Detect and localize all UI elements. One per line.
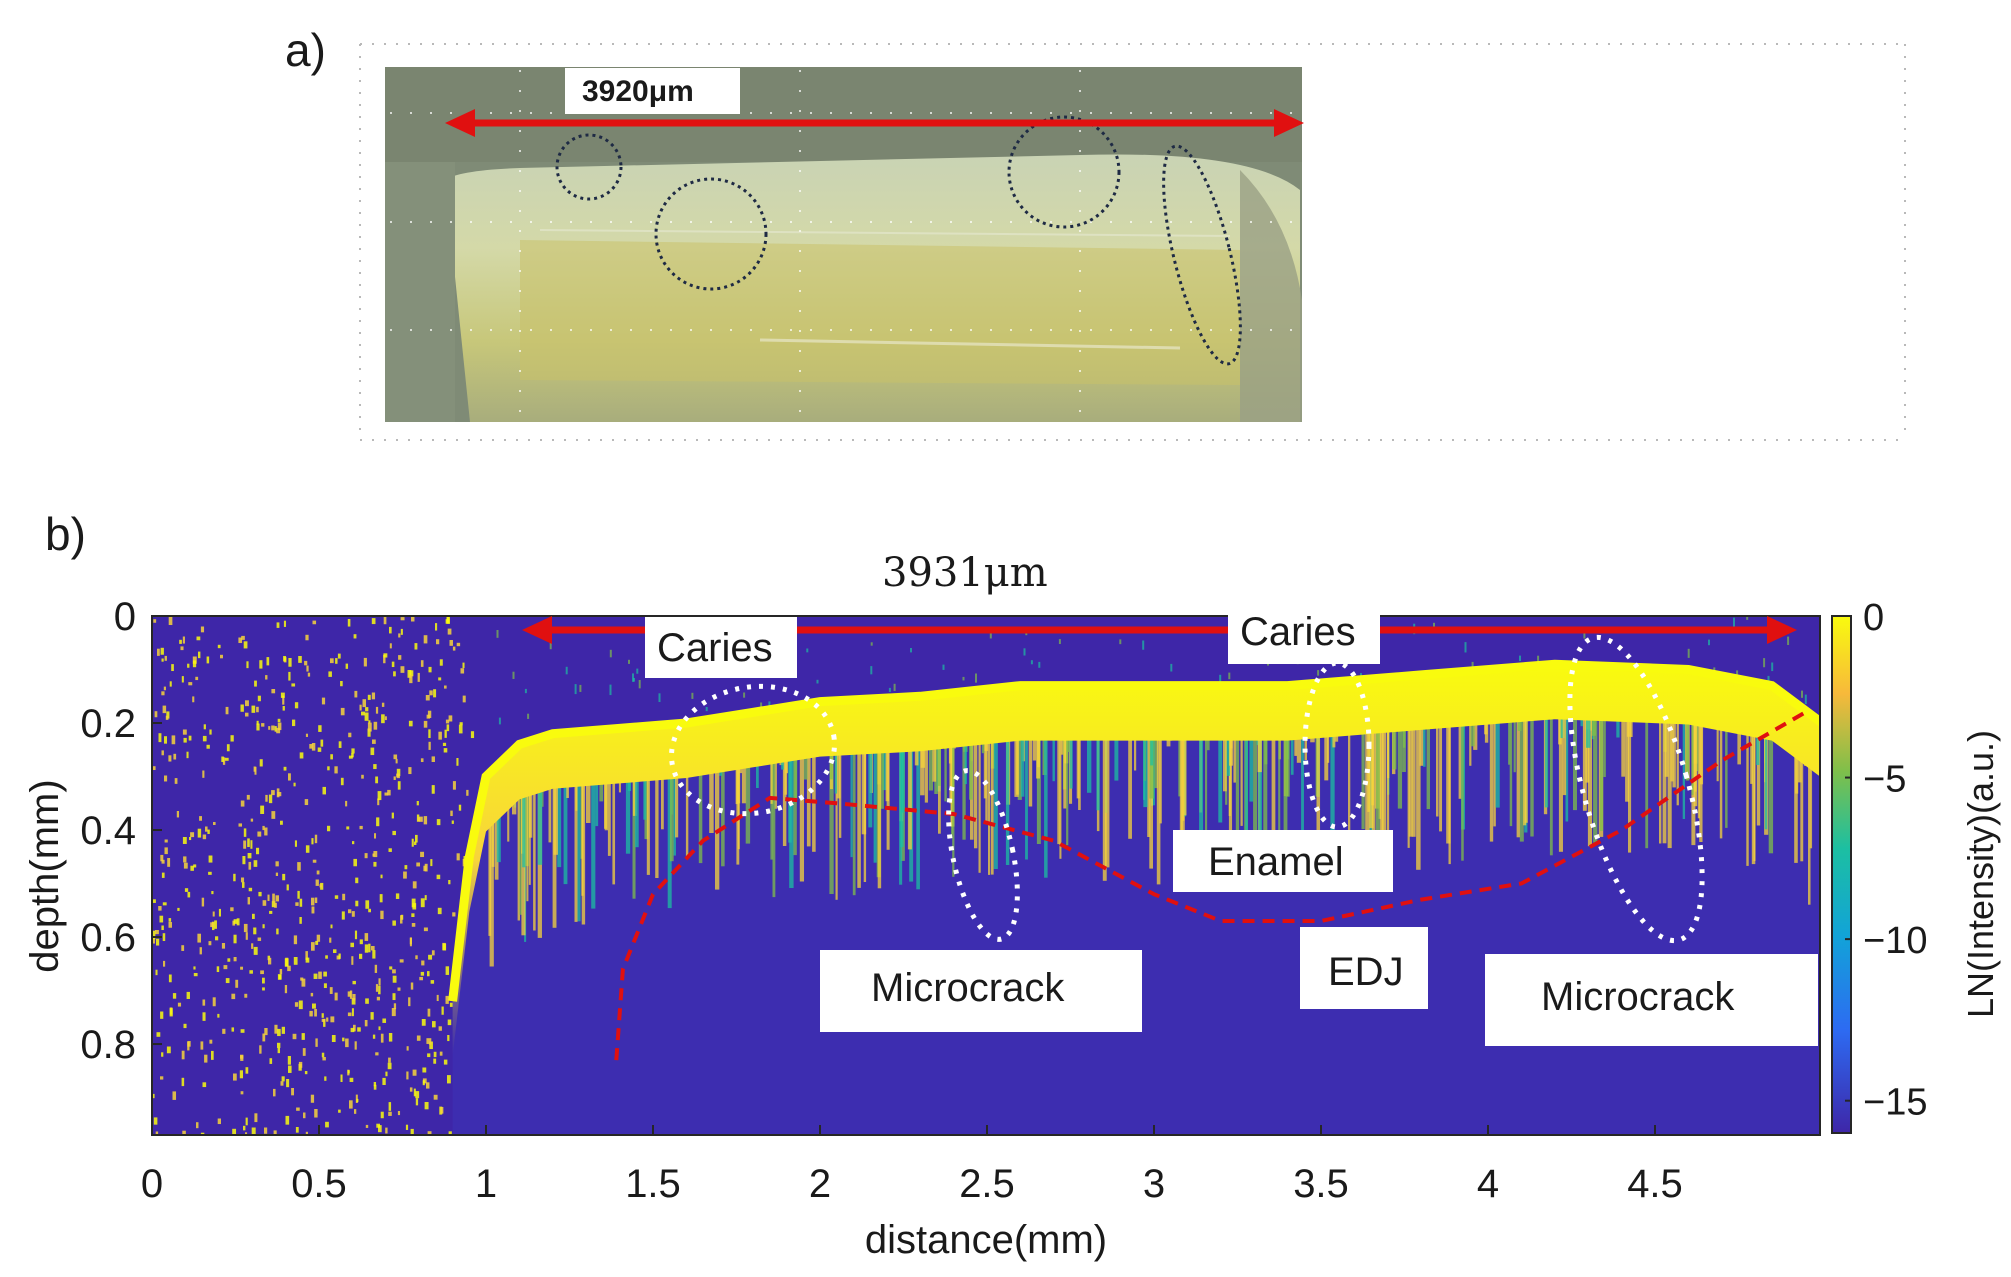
enamel-surface-line [448, 659, 1820, 1002]
annotation-caries-left: Caries [645, 617, 797, 678]
x-tick-label: 3 [1143, 1162, 1165, 1206]
y-tick-label: 0.6 [80, 916, 136, 960]
y-tick-label: 0 [114, 595, 136, 639]
y-tick-label: 0.8 [80, 1023, 136, 1067]
annotation-edj-text: EDJ [1328, 950, 1404, 994]
x-tick-label: 2 [809, 1162, 831, 1206]
x-tick-label: 1 [475, 1162, 497, 1206]
annotation-microcrack-right: Microcrack [1485, 954, 1818, 1046]
y-axis-label: depth(mm) [23, 779, 67, 972]
x-tick-label: 1.5 [625, 1162, 681, 1206]
annotation-edj: EDJ [1300, 927, 1428, 1009]
x-tick-label: 0 [141, 1162, 163, 1206]
x-axis: 0 0.5 1 1.5 2 2.5 3 3.5 4 4.5 [141, 1125, 1683, 1206]
caries-ellipse-right [1302, 660, 1372, 830]
annotation-caries-right-text: Caries [1240, 610, 1356, 654]
y-axis: 0 0.2 0.4 0.6 0.8 [80, 595, 162, 1067]
panel-a-scale-arrow [445, 109, 1304, 137]
edj-dashed-line [614, 710, 1807, 1061]
y-tick-label: 0.2 [80, 702, 136, 746]
x-tick-label: 4.5 [1627, 1162, 1683, 1206]
x-tick-label: 4 [1477, 1162, 1499, 1206]
annotation-caries-right: Caries [1228, 603, 1380, 664]
x-tick-label: 0.5 [291, 1162, 347, 1206]
y-tick-label: 0.4 [80, 809, 136, 853]
annotation-microcrack-right-text: Microcrack [1541, 975, 1735, 1019]
annotation-caries-left-text: Caries [657, 626, 773, 670]
panel-a-scale-label-box [565, 68, 740, 114]
colorbar [1831, 615, 1852, 1134]
panel-b-scale-label: 3931μm [882, 550, 1048, 596]
colorbar-tick-label: −5 [1863, 759, 1906, 801]
enamel-streaks [488, 684, 1813, 967]
annotation-microcrack-left-text: Microcrack [871, 966, 1065, 1010]
colorbar-tick-label: 0 [1863, 597, 1884, 639]
annotation-enamel: Enamel [1173, 830, 1393, 892]
panel-a-scale-label: 3920μm [582, 75, 694, 108]
annotation-enamel-text: Enamel [1208, 840, 1344, 884]
colorbar-tick-label: −10 [1863, 920, 1927, 962]
oct-image [152, 616, 1820, 1135]
colorbar-axis: 0 −5 −10 −15 [1845, 597, 1927, 1124]
panel-b-label: b) [45, 508, 86, 560]
x-axis-label: distance(mm) [865, 1218, 1107, 1262]
panel-a-regions [555, 115, 1242, 366]
colorbar-tick-label: −15 [1863, 1082, 1927, 1124]
enamel-surface-band [452, 664, 1820, 1057]
annotation-microcrack-left: Microcrack [820, 950, 1142, 1032]
x-tick-label: 2.5 [959, 1162, 1015, 1206]
microcrack-ellipse-left [946, 768, 1020, 942]
colorbar-label: LN(Intensity)(a.u.) [1960, 730, 2001, 1018]
panel-a-label: a) [285, 24, 326, 76]
x-tick-label: 3.5 [1293, 1162, 1349, 1206]
microcrack-ellipse-right [1567, 634, 1705, 944]
annotation-ellipses [669, 634, 1705, 944]
caries-ellipse-left [669, 683, 837, 817]
